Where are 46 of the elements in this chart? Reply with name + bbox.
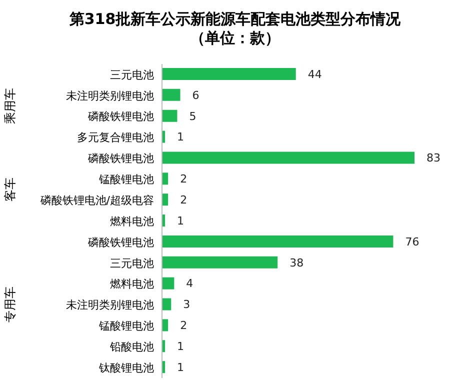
y-tick-label: 三元电池 <box>110 68 154 82</box>
bar <box>162 194 168 206</box>
y-tick-label: 磷酸铁锂电池 <box>87 110 154 124</box>
y-tick-label: 磷酸铁锂电池 <box>87 236 154 249</box>
text: 客车 <box>3 178 17 202</box>
data-label: 83 <box>426 152 440 165</box>
y-tick-label: 三元电池 <box>110 256 154 270</box>
data-label: 1 <box>177 130 184 144</box>
data-label: 3 <box>183 298 190 312</box>
y-tick-label: 未注明类别锂电池 <box>66 298 154 312</box>
y-tick-label: 磷酸铁锂电池/超级电容 <box>39 194 154 207</box>
data-label: 1 <box>177 214 184 228</box>
data-label: 2 <box>180 172 188 186</box>
text: 乘用车 <box>3 88 17 124</box>
y-tick-label: 锰酸锂电池 <box>98 173 154 186</box>
data-label: 2 <box>180 319 188 332</box>
bar <box>162 256 278 268</box>
bar <box>162 68 296 80</box>
y-tick-label: 钛酸锂电池 <box>98 361 154 374</box>
bar <box>162 110 178 122</box>
text: 专用车 <box>3 286 17 323</box>
data-label: 1 <box>177 360 184 374</box>
data-label: 5 <box>189 110 196 123</box>
data-label: 1 <box>177 340 184 354</box>
data-label: 6 <box>192 88 200 102</box>
data-label: 44 <box>308 68 322 81</box>
y-tick-label: 铅酸电池 <box>109 340 154 354</box>
y-tick-label: 多元复合锂电池 <box>77 131 154 144</box>
chart-title: 第318批新车公示新能源车配套电池类型分布情况 <box>68 10 402 29</box>
y-tick-label: 燃料电池 <box>110 214 154 228</box>
y-tick-label: 燃料电池 <box>110 278 154 291</box>
data-label: 38 <box>290 256 304 270</box>
data-label: 4 <box>186 277 194 290</box>
bar <box>162 152 414 164</box>
data-label: 76 <box>405 235 420 248</box>
bar <box>162 172 168 185</box>
bar <box>162 88 180 101</box>
bar <box>162 277 174 290</box>
chart-subtitle: （单位：款） <box>189 29 281 48</box>
y-tick-label: 锰酸锂电池 <box>98 320 154 333</box>
y-tick-label: 未注明类别锂电池 <box>66 89 154 102</box>
data-label: 2 <box>180 194 188 207</box>
bar <box>162 319 168 332</box>
bar <box>162 298 172 310</box>
bar <box>162 235 394 248</box>
y-tick-label: 磷酸铁锂电池 <box>87 152 154 166</box>
